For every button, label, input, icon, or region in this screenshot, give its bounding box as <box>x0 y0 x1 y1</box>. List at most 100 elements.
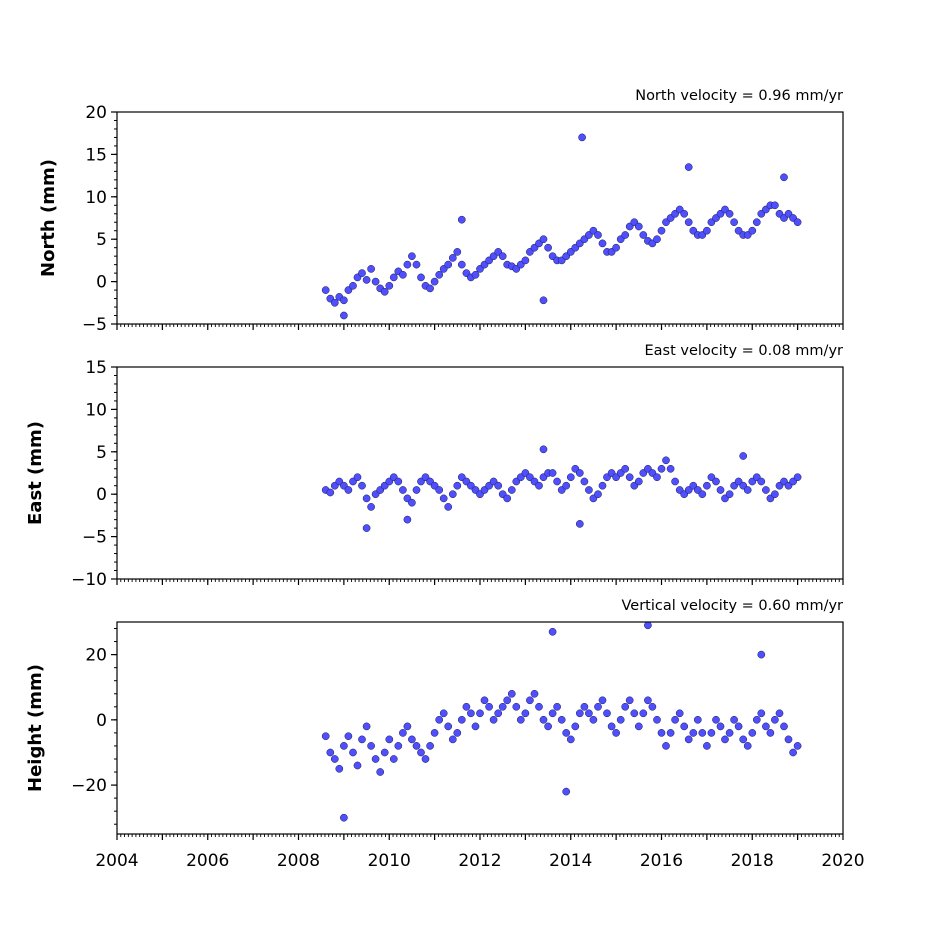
east-data-point <box>725 490 734 499</box>
east-data-point <box>793 473 802 482</box>
height-data-point <box>634 722 643 731</box>
east-data-point <box>739 452 748 460</box>
height-data-point <box>680 722 689 731</box>
east-data-point <box>362 524 371 532</box>
east-y-tick-label: 10 <box>85 400 107 420</box>
east-data-point <box>494 481 503 490</box>
height-data-point <box>703 742 711 750</box>
east-data-point <box>507 486 516 494</box>
height-plot-frame <box>116 621 844 835</box>
height-data-point <box>644 621 652 630</box>
height-data-point <box>489 715 498 724</box>
height-y-ticks: −20 0 20 <box>71 628 117 825</box>
east-data-point <box>408 498 416 507</box>
height-data-point <box>752 715 761 724</box>
north-data-point <box>435 270 444 279</box>
east-data-point <box>367 503 375 511</box>
east-data-point <box>712 477 720 486</box>
east-data-point <box>703 481 711 490</box>
height-data-point <box>598 696 607 705</box>
height-data-point <box>562 787 571 796</box>
height-data-point <box>480 696 489 705</box>
height-data-point <box>766 729 775 737</box>
east-y-tick-label: 5 <box>96 443 107 463</box>
east-data-point <box>757 477 766 486</box>
height-data-point <box>725 729 734 737</box>
height-data-point <box>625 696 634 705</box>
height-data-point <box>712 715 720 724</box>
east-data-point <box>535 481 543 490</box>
height-data-point <box>594 702 602 711</box>
north-data-point <box>680 209 689 218</box>
east-y-tick-label: 15 <box>85 358 107 378</box>
height-data-point <box>530 689 539 698</box>
east-data-point <box>394 477 403 486</box>
north-data-point <box>639 231 648 239</box>
east-data-point <box>439 494 448 503</box>
east-data-point <box>575 520 584 528</box>
height-data-point <box>557 715 566 724</box>
height-data-point <box>462 702 471 711</box>
north-data-point <box>426 284 434 293</box>
height-data-point <box>498 702 507 711</box>
north-data-point <box>389 273 398 282</box>
east-data-point <box>358 481 366 490</box>
height-data-point <box>721 735 729 744</box>
height-data-point <box>657 729 666 737</box>
height-x-tick-label: 2018 <box>731 851 774 871</box>
height-data-point <box>335 764 344 773</box>
north-data-point <box>371 277 380 286</box>
height-data-point <box>793 742 802 750</box>
height-data-point <box>457 715 466 724</box>
height-y-tick-label: 20 <box>85 646 107 666</box>
north-data-point <box>403 260 412 269</box>
north-data-point <box>544 243 552 252</box>
height-data-point <box>444 722 453 731</box>
height-data-point <box>467 709 475 718</box>
height-data-point <box>340 813 348 822</box>
east-y-tick-label: 0 <box>96 485 107 505</box>
height-data-point <box>494 709 503 718</box>
height-data-point <box>762 722 770 731</box>
height-data-point <box>535 702 543 711</box>
height-data-point <box>503 696 512 705</box>
north-data-point <box>457 215 466 224</box>
east-data-point <box>666 464 675 473</box>
north-data-point <box>498 252 507 261</box>
north-data-point <box>703 226 711 235</box>
height-data-point <box>730 715 738 724</box>
height-y-tick-label: −20 <box>71 776 107 796</box>
east-data-point <box>444 503 453 511</box>
height-data-point <box>666 729 675 737</box>
north-y-tick-label: 5 <box>96 230 107 250</box>
east-data-point <box>503 494 512 503</box>
height-velocity-label: Vertical velocity = 0.60 mm/yr <box>622 598 844 614</box>
height-data-point <box>771 715 779 724</box>
north-data-point <box>539 296 548 305</box>
height-data-point <box>521 709 530 718</box>
height-data-point <box>757 709 766 718</box>
height-data-point <box>734 722 743 731</box>
height-data-point <box>630 709 639 718</box>
north-data-point <box>653 235 661 244</box>
east-data-point <box>575 469 584 477</box>
height-data-point <box>675 709 684 718</box>
height-data-point <box>743 742 752 750</box>
north-y-ticks: −5 0 5 10 15 20 <box>82 103 117 335</box>
height-data-point <box>589 715 598 724</box>
height-data-point <box>539 715 548 724</box>
height-data-point <box>575 709 584 718</box>
height-data-point <box>403 722 412 731</box>
height-data-point <box>739 735 748 744</box>
north-data-point <box>634 222 643 231</box>
height-data-point <box>399 729 407 737</box>
height-y-tick-label: 0 <box>96 711 107 731</box>
east-data-point <box>671 477 679 486</box>
east-data-point <box>625 473 634 482</box>
height-data-point <box>453 729 462 737</box>
east-data-point <box>562 481 571 490</box>
north-data-point <box>453 248 462 256</box>
height-data-point <box>716 722 725 731</box>
east-plot-frame <box>116 366 844 580</box>
